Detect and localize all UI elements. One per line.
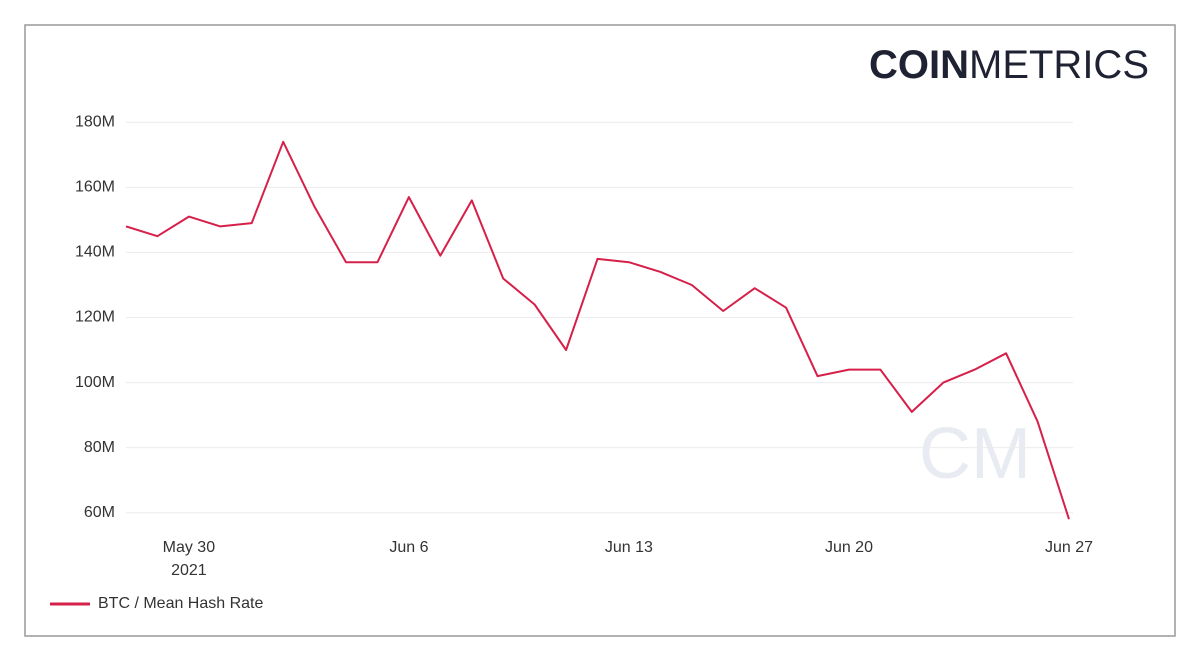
x-tick-label: Jun 27 — [1045, 539, 1093, 556]
x-tick-label: May 30 — [163, 539, 216, 556]
x-tick-year: 2021 — [171, 562, 207, 579]
brand-light: METRICS — [969, 43, 1149, 87]
y-tick-label: 140M — [75, 244, 115, 261]
line-series — [125, 140, 1070, 520]
watermark: CM — [919, 414, 1031, 494]
y-tick-label: 80M — [84, 439, 115, 456]
y-tick-label: 180M — [75, 113, 115, 130]
y-tick-label: 120M — [75, 309, 115, 326]
y-tick-label: 60M — [84, 504, 115, 521]
frame — [24, 24, 1176, 637]
x-tick-label: Jun 20 — [825, 539, 873, 556]
legend-label: BTC / Mean Hash Rate — [98, 595, 264, 612]
y-tick-label: 160M — [75, 179, 115, 196]
x-tick-label: Jun 13 — [605, 539, 653, 556]
brand-logo: COINMETRICS — [869, 43, 1149, 87]
brand-bold: COIN — [869, 43, 969, 87]
x-tick-label: Jun 6 — [389, 539, 428, 556]
y-tick-label: 100M — [75, 374, 115, 391]
